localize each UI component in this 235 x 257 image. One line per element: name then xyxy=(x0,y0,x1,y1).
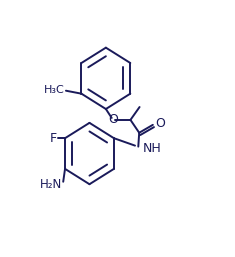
Text: H₂N: H₂N xyxy=(40,178,62,191)
Text: NH: NH xyxy=(143,142,162,155)
Text: H₃C: H₃C xyxy=(44,85,65,95)
Text: O: O xyxy=(108,113,118,126)
Text: O: O xyxy=(155,117,165,130)
Text: F: F xyxy=(50,132,57,145)
